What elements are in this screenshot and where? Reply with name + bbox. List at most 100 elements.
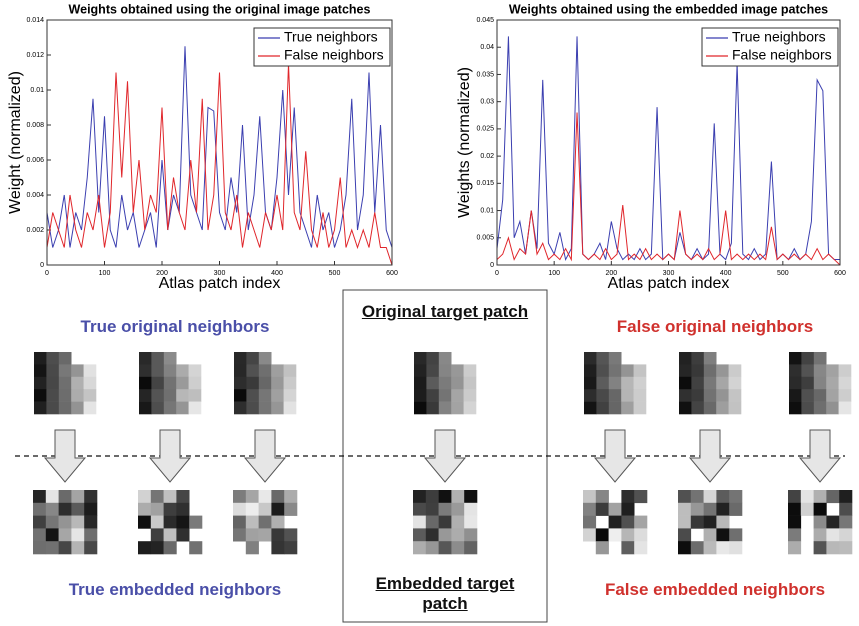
patch-cell [716,490,729,503]
patch-cell [426,402,439,415]
patch-cell [801,389,814,402]
patch-cell [678,503,691,516]
patch-cell [59,364,72,377]
patch-cell [596,541,609,554]
y-tick-label: 0.03 [480,99,494,106]
arrow [150,430,190,482]
patch-cell [426,352,439,365]
patch-cell [46,528,59,541]
patch-cell [596,352,609,365]
patch-cell [246,503,259,516]
y-tick-label: 0 [40,262,44,269]
patch-cell [634,541,647,554]
patch-cell [716,377,729,390]
x-tick-label: 100 [548,270,560,277]
patch-cell [729,528,742,541]
patch-cell [71,402,84,415]
patch-cell [59,490,72,503]
patch-cell [691,503,704,516]
patch-cell [176,490,189,503]
patch-cell [284,364,297,377]
patch-cell [691,364,704,377]
label: False embedded neighbors [575,580,855,600]
patch-cell [621,516,634,529]
patch-cell [271,364,284,377]
patch-cell [413,490,426,503]
patch-cell [139,389,152,402]
patch-cell [71,490,84,503]
patch-cell [634,402,647,415]
patch-cell [464,364,477,377]
patch-cell [189,377,202,390]
patch-cell [609,389,622,402]
arrow [690,430,730,482]
patch-cell [596,528,609,541]
x-tick-label: 100 [99,270,111,277]
legend-label: True neighbors [284,29,378,45]
patch-cell [164,364,177,377]
patch-cell [826,377,839,390]
patch-cell [583,516,596,529]
patch-cell [33,490,46,503]
patch-cell [788,503,801,516]
patch-cell [271,528,284,541]
patch-cell [234,402,247,415]
patch-cell [679,352,692,365]
patch-cell [259,389,272,402]
patch-cell [59,503,72,516]
x-axis-label: Atlas patch index [608,275,730,292]
legend-label: False neighbors [732,47,832,63]
patch-cell [678,490,691,503]
y-tick-label: 0.04 [480,44,494,51]
patch-cell [451,541,464,554]
patch-cell [621,528,634,541]
patch-cell [826,528,839,541]
patch-cell [176,528,189,541]
patch-cell [189,516,202,529]
patch-cell [246,352,259,365]
patch-cell [621,503,634,516]
patch-cell [426,490,439,503]
y-tick-label: 0.02 [480,153,494,160]
y-axis-label: Weight (normalized) [7,71,24,214]
patch-cell [439,402,452,415]
patch-cell [59,402,72,415]
patch-cell [814,490,827,503]
patch-cell [583,503,596,516]
patch-cell [839,503,852,516]
patch-cell [138,541,151,554]
patch-cell [464,490,477,503]
patch-cell [414,364,427,377]
patch-cell [451,528,464,541]
patch-cell [464,528,477,541]
patch-cell [164,516,177,529]
patch-cell [271,541,284,554]
patch-cell [704,490,717,503]
patch-cell [814,516,827,529]
patch-cell [584,364,597,377]
patch-cell [678,516,691,529]
patch-cell [704,541,717,554]
y-tick-label: 0.004 [26,192,44,199]
patch-cell [151,490,164,503]
patch-cell [451,503,464,516]
patch-cell [814,541,827,554]
patch-cell [826,541,839,554]
y-tick-label: 0.045 [476,17,494,24]
y-tick-label: 0.008 [26,122,44,129]
patch-cell [59,389,72,402]
patch-cell [839,389,852,402]
patch-cell [284,377,297,390]
y-tick-label: 0.005 [476,235,494,242]
figure: Weights obtained using the original imag… [0,0,859,626]
patch-cell [233,503,246,516]
patch-cell [609,516,622,529]
patch-cell [164,377,177,390]
chart-title: Weights obtained using the original imag… [69,2,371,16]
patch-cell [788,528,801,541]
patch-cell [413,516,426,529]
patch-cell [729,490,742,503]
patch-cell [464,503,477,516]
patch-cell [84,503,97,516]
x-tick-label: 600 [386,270,398,277]
